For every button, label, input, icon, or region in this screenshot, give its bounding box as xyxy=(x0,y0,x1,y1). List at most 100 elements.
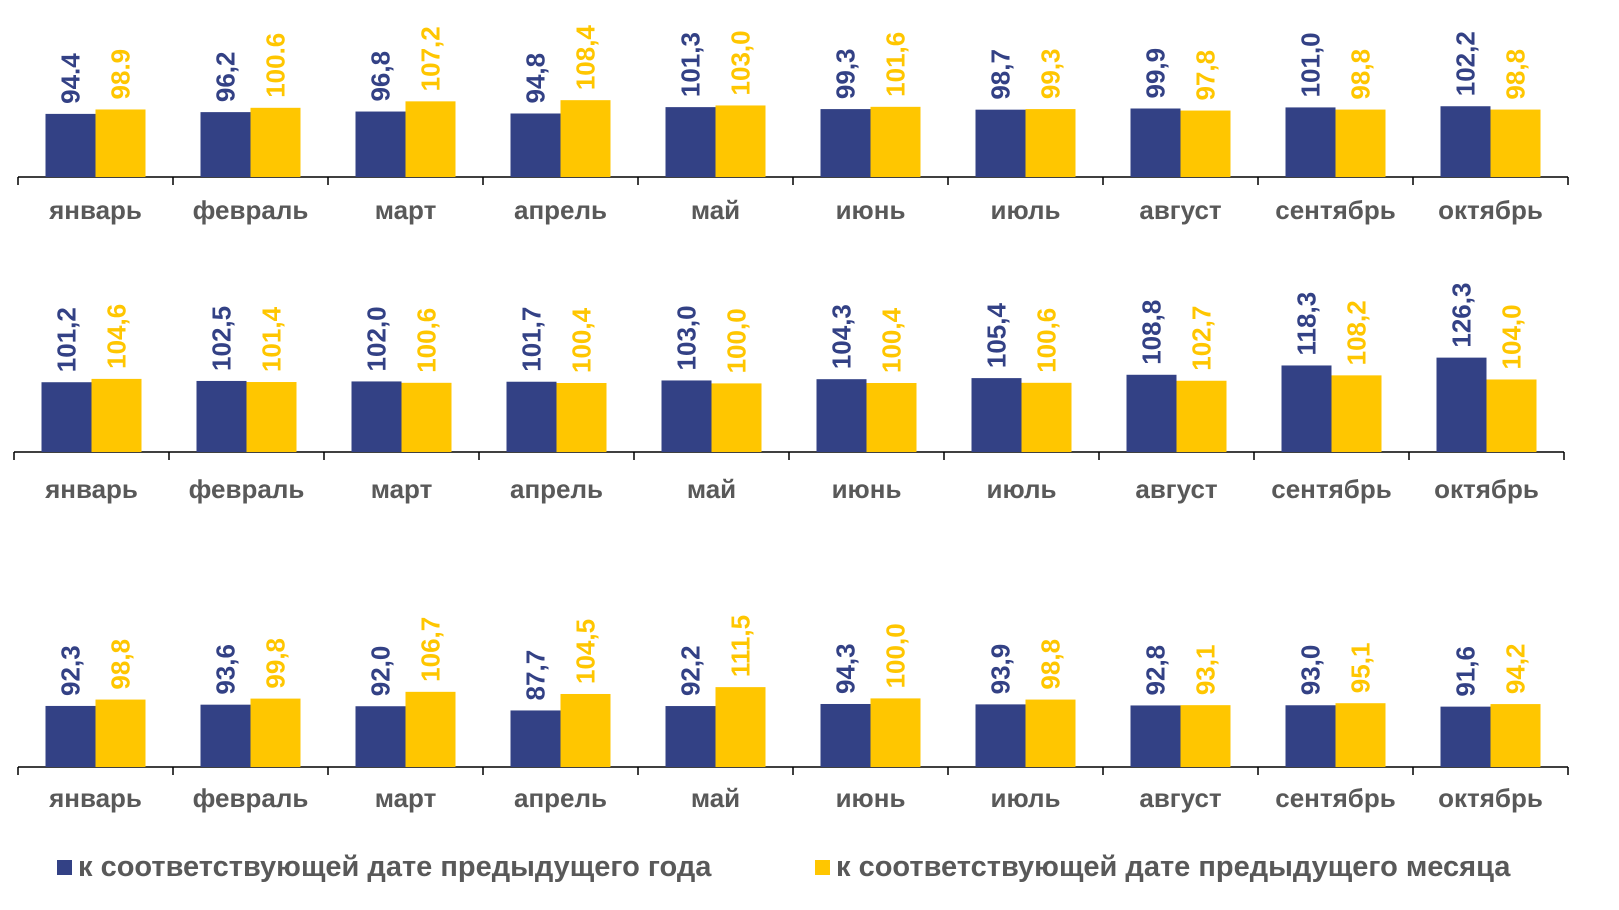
bar xyxy=(1285,705,1336,767)
bar xyxy=(711,383,762,452)
x-tick-label: январь xyxy=(48,195,142,225)
data-label: 111,5 xyxy=(726,615,756,677)
bar xyxy=(975,704,1026,767)
x-tick-label: июнь xyxy=(836,195,906,225)
data-label: 101,0 xyxy=(1296,32,1326,97)
data-label: 95,1 xyxy=(1346,643,1376,694)
data-label: 96,2 xyxy=(211,52,241,103)
data-label: 94.4 xyxy=(56,53,86,104)
x-tick-label: октябрь xyxy=(1438,783,1543,813)
data-label: 98,8 xyxy=(106,639,136,690)
bar xyxy=(1440,106,1491,177)
x-tick-label: октябрь xyxy=(1438,195,1543,225)
data-label: 101,3 xyxy=(676,32,706,97)
bar xyxy=(1436,357,1487,452)
data-label: 102,2 xyxy=(1451,31,1481,96)
data-label: 99,3 xyxy=(831,48,861,99)
bar xyxy=(355,111,406,177)
legend-item-month: к соответствующей дате предыдущего месяц… xyxy=(815,850,1511,883)
bar xyxy=(715,687,766,767)
data-label: 94,2 xyxy=(1501,643,1531,694)
data-label: 92,8 xyxy=(1141,645,1171,696)
bar xyxy=(250,698,301,767)
legend-label-year: к соответствующей дате предыдущего года xyxy=(78,850,712,883)
data-label: 106,7 xyxy=(416,617,446,682)
bar xyxy=(820,703,871,767)
bar xyxy=(246,382,297,452)
bar xyxy=(1025,109,1076,177)
x-tick-label: сентябрь xyxy=(1275,195,1395,225)
data-label: 93,9 xyxy=(986,644,1016,695)
bar xyxy=(95,699,146,767)
data-label: 100,0 xyxy=(722,308,752,373)
x-tick-label: сентябрь xyxy=(1271,474,1391,504)
bar xyxy=(1180,705,1231,767)
bar xyxy=(355,706,406,767)
data-label: 93,6 xyxy=(211,644,241,695)
data-label: 101,2 xyxy=(52,307,82,372)
x-tick-label: октябрь xyxy=(1434,474,1539,504)
data-label: 93,0 xyxy=(1296,645,1326,696)
data-label: 98,8 xyxy=(1346,49,1376,100)
data-label: 98,7 xyxy=(986,49,1016,100)
data-label: 93,1 xyxy=(1191,645,1221,696)
data-label: 100,4 xyxy=(567,307,597,373)
data-label: 98,8 xyxy=(1501,49,1531,100)
data-label: 108,4 xyxy=(571,25,601,91)
charts-area: январь 94.4 98.9 февраль 96,2 100.6 март 96,8 10… xyxy=(13,25,1569,813)
bar xyxy=(665,107,716,177)
data-label: 108,8 xyxy=(1137,300,1167,365)
bar xyxy=(1025,699,1076,767)
data-label: 98.9 xyxy=(106,49,136,100)
bar xyxy=(866,383,917,452)
bar xyxy=(405,691,456,767)
bar xyxy=(560,100,611,177)
bar xyxy=(1335,703,1386,767)
bar xyxy=(506,381,557,452)
bar xyxy=(1180,110,1231,177)
bar xyxy=(665,706,716,767)
data-label: 100,6 xyxy=(1032,308,1062,373)
bar xyxy=(870,698,921,767)
bar xyxy=(250,107,301,177)
bar xyxy=(816,379,867,452)
data-label: 92,0 xyxy=(366,646,396,697)
bar xyxy=(1130,705,1181,767)
bar xyxy=(1486,379,1537,452)
x-tick-label: май xyxy=(687,474,736,504)
data-label: 100.6 xyxy=(261,33,291,98)
legend-label-month: к соответствующей дате предыдущего месяц… xyxy=(836,850,1511,883)
data-label: 104,6 xyxy=(102,304,132,369)
data-label: 92,3 xyxy=(56,645,86,696)
bar xyxy=(45,705,96,767)
data-label: 94,8 xyxy=(521,53,551,104)
data-label: 118,3 xyxy=(1292,292,1322,356)
data-label: 100,0 xyxy=(881,623,911,688)
data-label: 103,0 xyxy=(672,305,702,370)
data-label: 103,0 xyxy=(726,30,756,95)
x-tick-label: февраль xyxy=(193,783,309,813)
data-label: 102,7 xyxy=(1187,306,1217,371)
data-label: 126,3 xyxy=(1447,283,1477,348)
data-label: 96,8 xyxy=(366,51,396,102)
data-label: 102,0 xyxy=(362,306,392,371)
bar xyxy=(1490,109,1541,177)
data-label: 104,0 xyxy=(1497,304,1527,369)
bar xyxy=(560,693,611,767)
x-tick-label: апрель xyxy=(510,474,603,504)
data-label: 108,2 xyxy=(1342,300,1372,365)
legend-swatch-year xyxy=(57,859,72,875)
bar xyxy=(1335,109,1386,177)
data-label: 101,7 xyxy=(517,307,547,372)
data-label: 100,6 xyxy=(412,308,442,373)
bar xyxy=(200,112,251,177)
bar xyxy=(556,383,607,452)
x-tick-label: апрель xyxy=(514,783,607,813)
bar xyxy=(1285,107,1336,177)
x-tick-label: май xyxy=(691,195,740,225)
bar xyxy=(971,378,1022,452)
x-tick-label: февраль xyxy=(193,195,309,225)
bar xyxy=(45,113,96,177)
bar xyxy=(401,382,452,452)
data-label: 92,2 xyxy=(676,645,706,696)
